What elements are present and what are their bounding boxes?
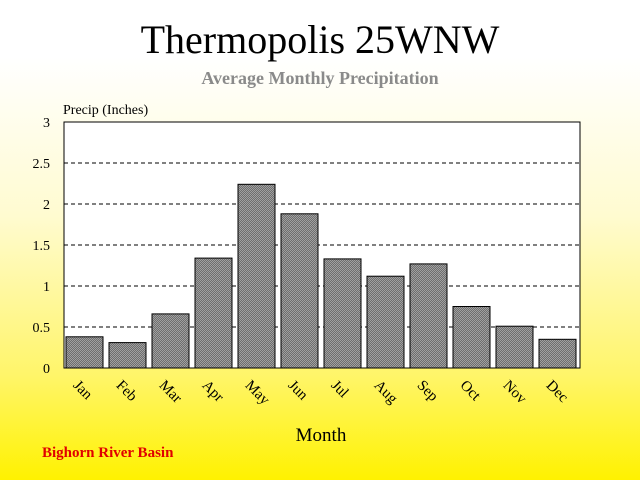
- x-tick-label: Apr: [199, 378, 227, 406]
- bar-oct: [453, 307, 490, 369]
- y-tick-labels: 0 0.5 1 1.5 2 2.5 3: [33, 116, 51, 377]
- bar-jun: [281, 214, 318, 368]
- bar-feb: [109, 343, 146, 368]
- x-tick-label: Oct: [457, 378, 484, 405]
- precipitation-bar-chart: 0 0.5 1 1.5 2 2.5 3 Jan Feb Mar Apr May Jun Jul Aug Se…: [0, 0, 640, 480]
- bar-mar: [152, 314, 189, 368]
- y-tick-label: 0.5: [33, 321, 51, 336]
- bar-nov: [496, 326, 533, 368]
- x-tick-label: Dec: [543, 378, 572, 407]
- x-tick-label: Nov: [500, 378, 530, 408]
- y-tick-label: 1.5: [33, 239, 51, 254]
- x-tick-labels: Jan Feb Mar Apr May Jun Jul Aug Sep Oct Nov Dec: [70, 378, 572, 409]
- x-tick-label: Sep: [414, 378, 441, 405]
- y-tick-label: 0: [43, 362, 50, 377]
- x-tick-label: Jun: [285, 378, 311, 404]
- bar-aug: [367, 276, 404, 368]
- y-tick-label: 2.5: [33, 157, 51, 172]
- y-tick-label: 2: [43, 198, 50, 213]
- bar-may: [238, 184, 275, 368]
- x-axis-label: Month: [296, 425, 347, 446]
- y-tick-label: 1: [43, 280, 50, 295]
- bar-apr: [195, 258, 232, 368]
- y-tick-label: 3: [43, 116, 50, 131]
- x-tick-label: Mar: [156, 378, 185, 407]
- x-tick-label: Aug: [371, 378, 401, 408]
- x-tick-label: Jul: [328, 378, 352, 402]
- basin-label: Bighorn River Basin: [42, 445, 173, 462]
- bar-dec: [539, 339, 576, 368]
- bar-sep: [410, 264, 447, 368]
- bar-jul: [324, 259, 361, 368]
- x-tick-label: Feb: [113, 378, 140, 405]
- x-tick-label: May: [242, 378, 273, 409]
- x-tick-label: Jan: [70, 378, 96, 404]
- y-axis-label: Precip (Inches): [63, 103, 148, 118]
- bar-jan: [66, 337, 103, 368]
